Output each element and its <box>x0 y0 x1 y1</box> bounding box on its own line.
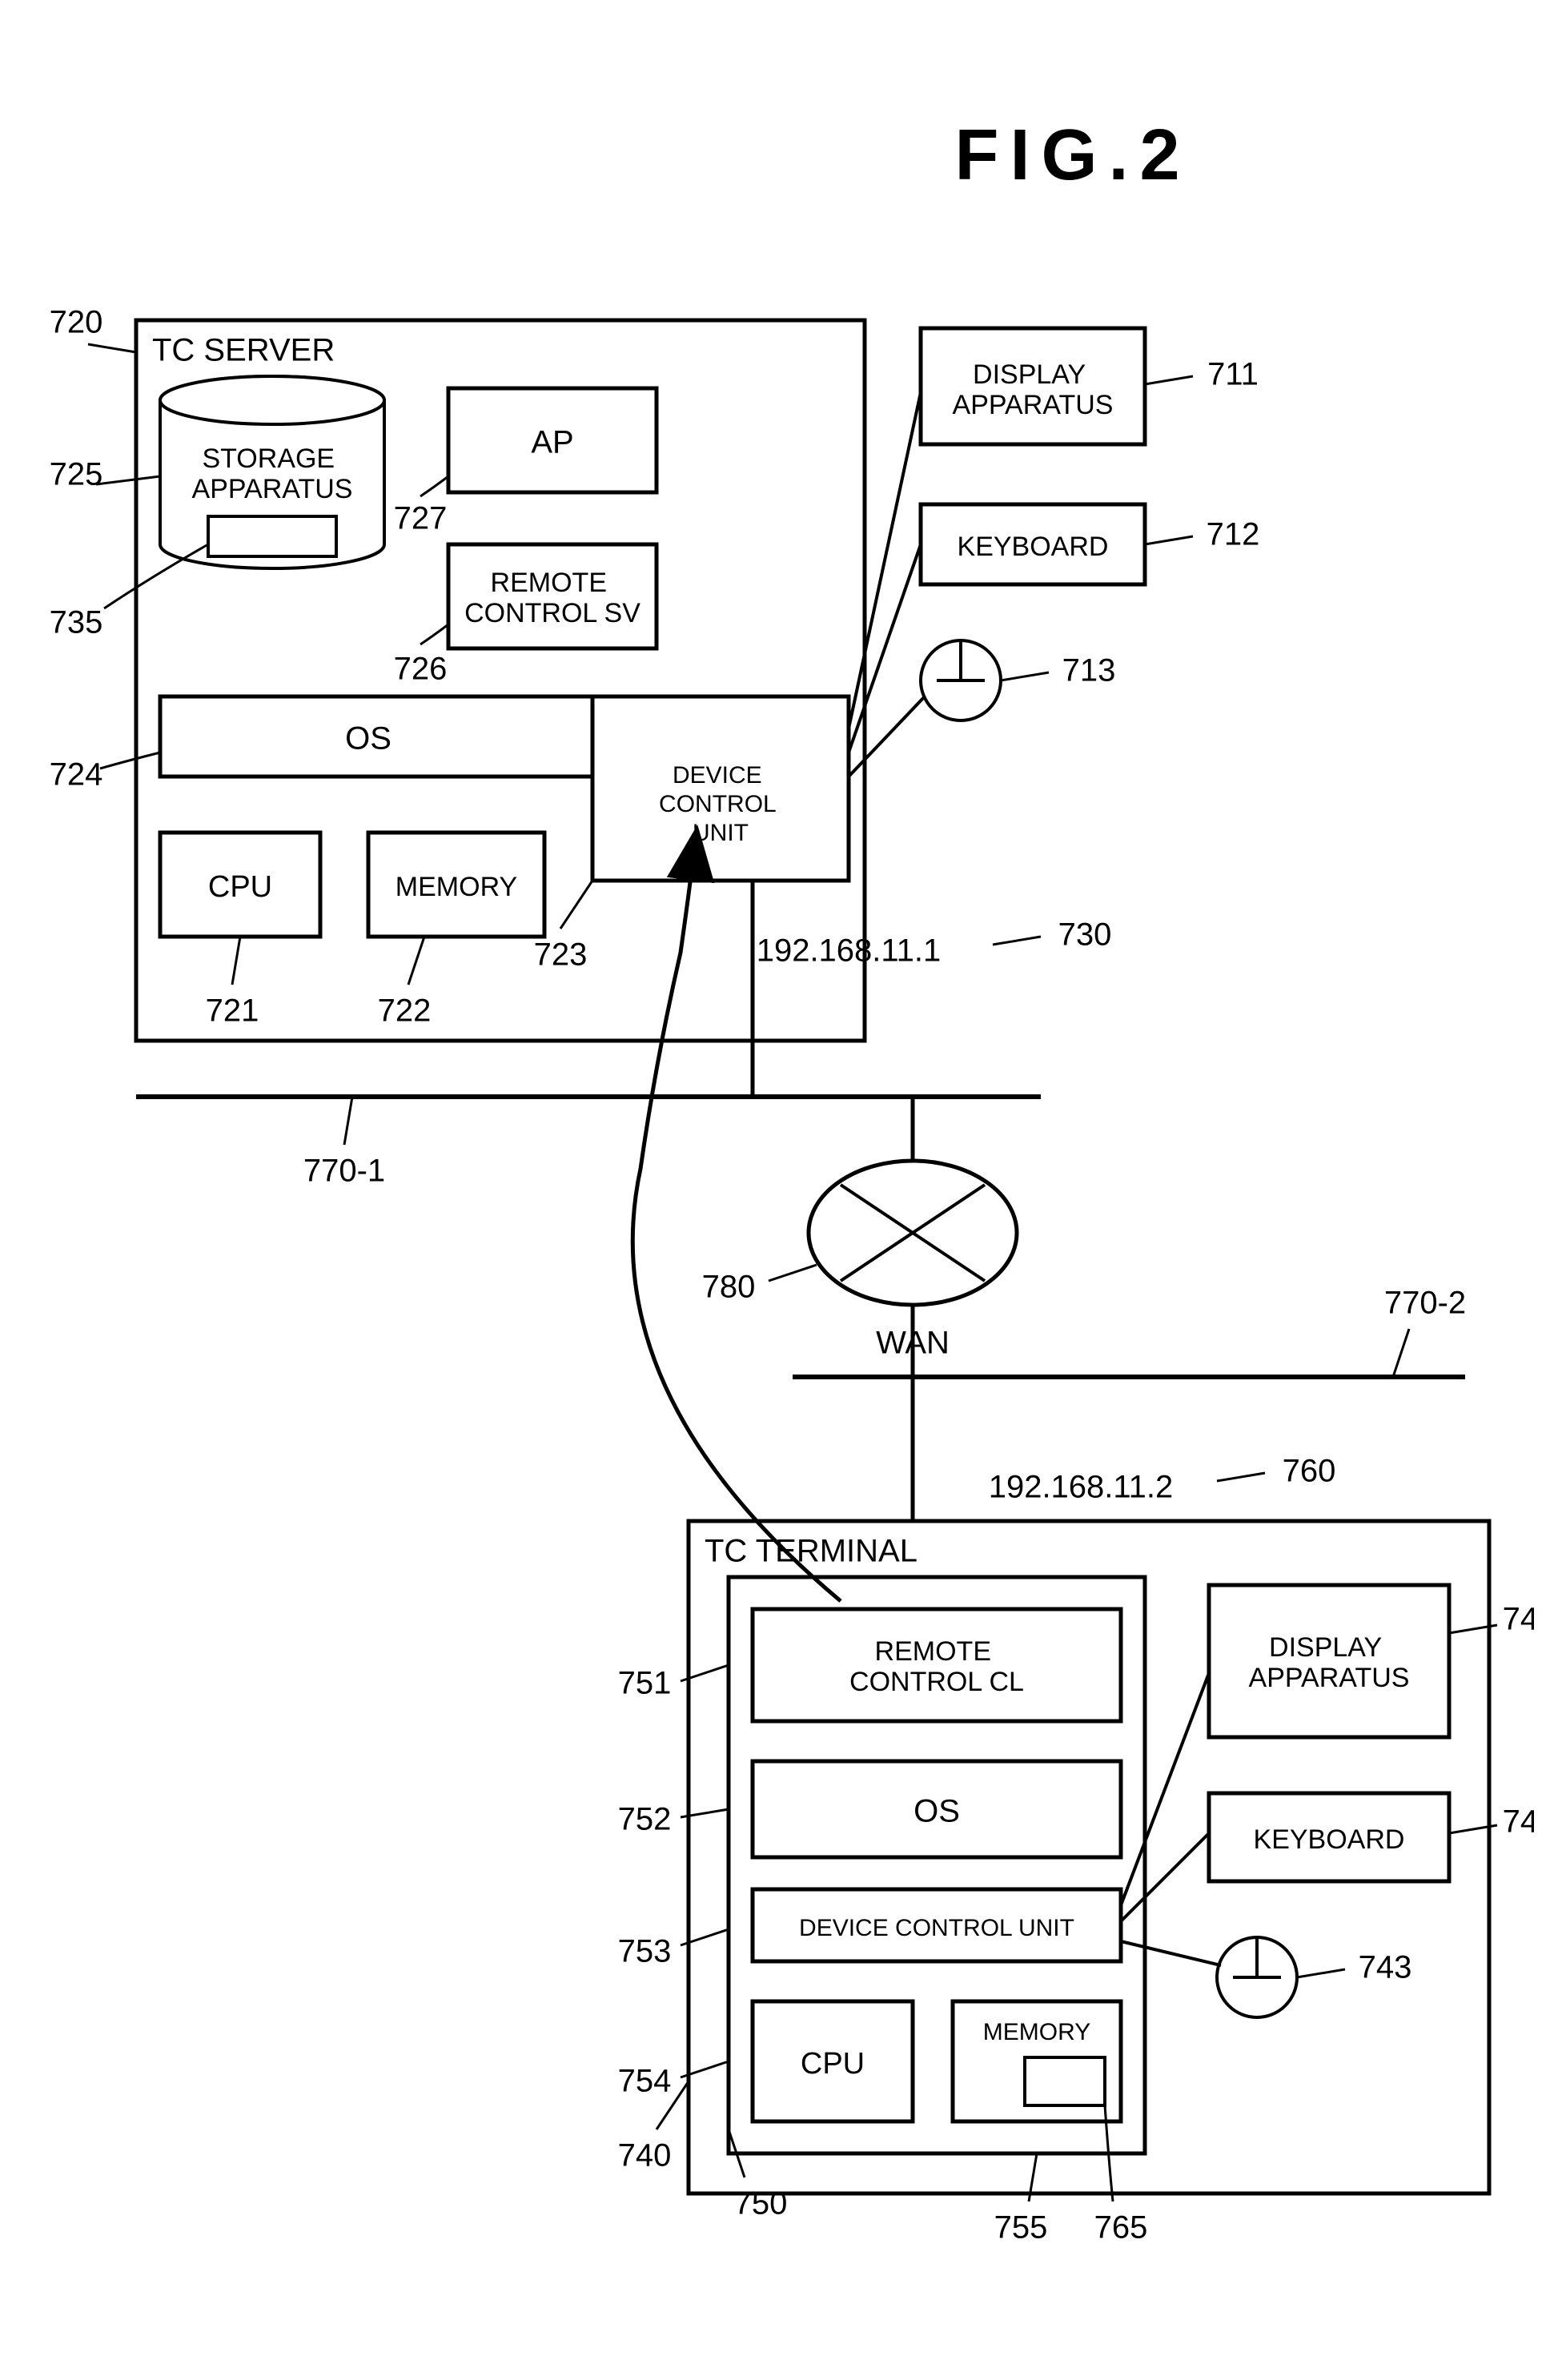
ref-752: 752 <box>618 1802 672 1837</box>
os-terminal-label: OS <box>914 1794 960 1829</box>
ref-743: 743 <box>1359 1950 1412 1985</box>
keyboard-terminal-label: KEYBOARD <box>1254 1824 1405 1855</box>
ap-label: AP <box>531 425 573 460</box>
ref-721: 721 <box>206 993 259 1029</box>
ref-735: 735 <box>50 605 103 640</box>
ref-742: 742 <box>1503 1804 1534 1840</box>
ref-765: 765 <box>1094 2210 1148 2246</box>
cpu-terminal-label: CPU <box>801 2047 865 2081</box>
ref-780: 780 <box>702 1270 756 1305</box>
svg-text:DISPLAY APPARATUS: DISPLAY APPARATUS <box>953 359 1114 420</box>
device-ctrl-terminal-label: DEVICE CONTROL UNIT <box>799 1915 1074 1941</box>
ref-723: 723 <box>534 937 588 973</box>
ref-751: 751 <box>618 1666 672 1701</box>
mouse-server-icon <box>921 640 1001 720</box>
svg-text:DISPLAY APPARATUS: DISPLAY APPARATUS <box>1249 1632 1410 1693</box>
os-server-label: OS <box>345 721 392 757</box>
cpu-server-label: CPU <box>208 870 272 904</box>
ref-740: 740 <box>618 2138 672 2173</box>
ref-712: 712 <box>1207 517 1260 552</box>
ref-724: 724 <box>50 757 103 793</box>
ip-server: 192.168.11.1 <box>757 933 942 969</box>
mouse-terminal-icon <box>1217 1937 1297 2017</box>
ref-770-1: 770-1 <box>303 1154 385 1189</box>
svg-text:REMOTE CONTROL CL: REMOTE CONTROL CL <box>849 1636 1024 1697</box>
storage-apparatus: STORAGE APPARATUS <box>160 376 384 568</box>
ref-725: 725 <box>50 457 103 492</box>
tc-terminal-label: TC TERMINAL <box>705 1534 918 1569</box>
ref-727: 727 <box>394 501 448 536</box>
ref-755: 755 <box>994 2210 1048 2246</box>
ref-750: 750 <box>734 2186 788 2221</box>
ref-753: 753 <box>618 1934 672 1969</box>
ref-760: 760 <box>1283 1454 1336 1489</box>
tc-server-label: TC SERVER <box>152 333 335 368</box>
memory-server-label: MEMORY <box>396 872 517 902</box>
ref-770-2: 770-2 <box>1384 1286 1466 1321</box>
ref-741: 741 <box>1503 1602 1534 1637</box>
ref-726: 726 <box>394 652 448 687</box>
svg-text:STORAGE APPARATUS: STORAGE APPARATUS <box>192 443 353 504</box>
wan-icon <box>809 1161 1017 1305</box>
figure-diagram: FIG.2 TC SERVER 720 STORAGE APPARATUS 72… <box>32 32 1534 2348</box>
figure-title: FIG.2 <box>954 115 1191 195</box>
ref-722: 722 <box>378 993 432 1029</box>
ref-730: 730 <box>1058 917 1112 953</box>
ref-711: 711 <box>1207 357 1259 392</box>
device-ctrl-server-box <box>592 696 849 881</box>
ref-713: 713 <box>1062 653 1116 688</box>
keyboard-server-label: KEYBOARD <box>958 532 1109 562</box>
svg-text:REMOTE CONTROL SV: REMOTE CONTROL SV <box>464 568 640 628</box>
ref-720: 720 <box>50 305 103 340</box>
ref-754: 754 <box>618 2064 672 2099</box>
wan-label: WAN <box>876 1326 950 1361</box>
ip-terminal: 192.168.11.2 <box>989 1470 1174 1505</box>
memory-terminal-label: MEMORY <box>983 2019 1090 2045</box>
